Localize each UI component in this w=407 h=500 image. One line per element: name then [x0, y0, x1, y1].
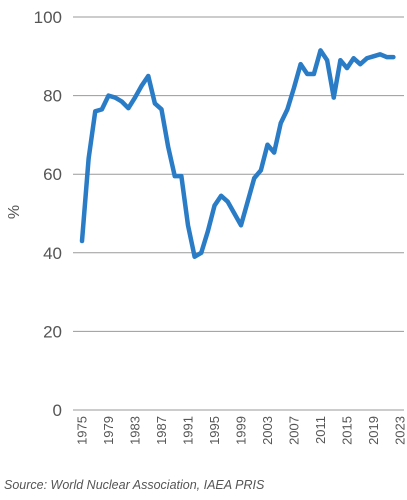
data-point [364, 56, 369, 61]
x-tick-label: 1995 [207, 416, 222, 445]
y-tick-label: 80 [43, 87, 62, 106]
data-point [139, 83, 144, 88]
x-tick-label: 1979 [101, 416, 116, 445]
data-point [351, 56, 356, 61]
data-point [86, 156, 91, 161]
data-point [298, 62, 303, 67]
data-point [292, 85, 296, 90]
data-point [179, 174, 184, 179]
data-point [152, 101, 157, 106]
data-point [272, 150, 277, 155]
y-tick-label: 20 [43, 322, 62, 341]
data-point [212, 203, 217, 208]
data-point [172, 174, 177, 179]
y-axis-label: % [6, 205, 23, 219]
data-point [258, 168, 263, 173]
x-tick-label: 2019 [366, 416, 381, 445]
data-point [252, 176, 257, 181]
data-point [358, 62, 363, 67]
data-point [265, 142, 270, 147]
data-point [166, 144, 171, 149]
x-tick-label: 2015 [340, 416, 355, 445]
data-point [239, 223, 243, 228]
data-point [192, 254, 197, 259]
data-point [378, 52, 383, 57]
x-tick-label: 2023 [393, 416, 407, 445]
y-tick-label: 40 [43, 244, 62, 263]
data-point [80, 239, 84, 244]
data-point [186, 223, 190, 228]
data-point [126, 106, 131, 111]
data-point [133, 95, 137, 100]
data-point [146, 73, 151, 78]
data-point [331, 95, 336, 100]
x-tick-label: 2003 [260, 416, 275, 445]
source-note: Source: World Nuclear Association, IAEA … [4, 478, 265, 492]
data-point [371, 54, 376, 59]
data-point [318, 48, 323, 53]
data-point [305, 71, 310, 76]
data-point [245, 199, 250, 204]
y-tick-label: 60 [43, 165, 62, 184]
data-point [232, 211, 237, 216]
data-point [391, 55, 396, 60]
y-tick-label: 100 [34, 8, 62, 27]
series [79, 48, 396, 259]
data-point [119, 99, 124, 104]
data-point [219, 193, 224, 198]
data-point [205, 229, 210, 234]
data-point [311, 71, 316, 76]
data-point [384, 55, 389, 60]
data-point [345, 66, 349, 71]
data-point [106, 93, 111, 98]
series-line-0 [79, 48, 396, 259]
data-point [338, 58, 343, 63]
data-point [113, 95, 118, 100]
data-point [93, 109, 98, 114]
x-tick-label: 1991 [181, 416, 196, 445]
data-point [99, 107, 104, 112]
x-tick-label: 1983 [128, 416, 143, 445]
x-tick-label: 2007 [287, 416, 302, 445]
data-point [325, 58, 330, 63]
data-point [159, 107, 164, 112]
x-tick-label: 1987 [154, 416, 169, 445]
data-point [278, 121, 283, 126]
x-tick-label: 2011 [313, 416, 328, 444]
x-tick-label: 1975 [75, 416, 90, 445]
y-axis-tick-labels: 0 20 40 60 80 100 [34, 8, 62, 420]
x-axis-tick-labels: 1975 1979 1983 1987 1991 1995 1999 2003 2007 2011… [75, 416, 407, 445]
data-point [225, 199, 230, 204]
data-point [285, 107, 290, 112]
data-point [199, 250, 204, 255]
y-tick-label: 0 [53, 401, 62, 420]
gridlines [73, 16, 404, 411]
x-tick-label: 1999 [234, 416, 249, 445]
